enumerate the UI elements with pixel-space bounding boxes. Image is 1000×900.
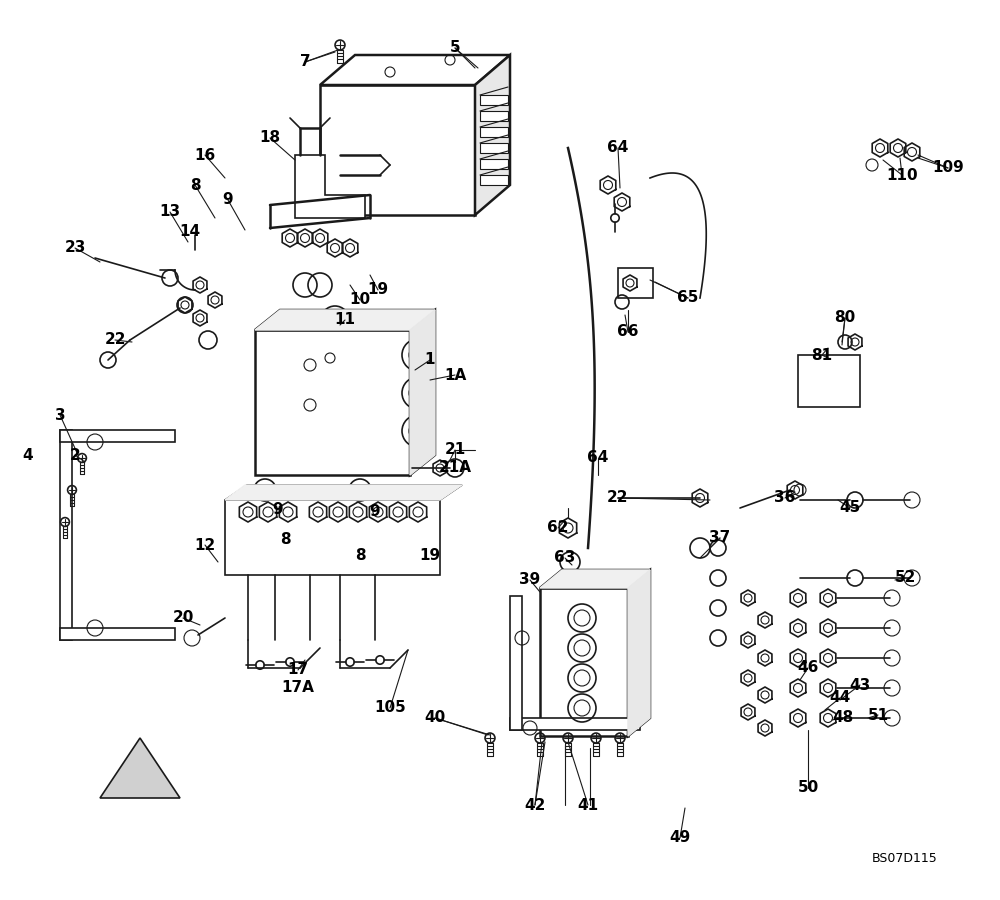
Text: 41: 41 [577, 797, 599, 813]
Text: 45: 45 [839, 500, 861, 516]
Bar [510, 718, 640, 730]
Text: 2: 2 [70, 447, 80, 463]
Bar [480, 143, 508, 153]
Polygon shape [225, 485, 462, 500]
Text: 44: 44 [829, 690, 851, 706]
Polygon shape [295, 195, 320, 215]
Bar [60, 628, 175, 640]
Text: 8: 8 [280, 533, 290, 547]
Polygon shape [255, 310, 435, 330]
Polygon shape [475, 55, 510, 215]
Bar [480, 95, 508, 105]
Text: 48: 48 [832, 710, 854, 725]
Text: 21A: 21A [438, 461, 472, 475]
Bar [510, 596, 522, 730]
Polygon shape [475, 55, 510, 215]
Text: 19: 19 [419, 547, 441, 562]
Bar [540, 588, 628, 736]
Polygon shape [540, 570, 650, 588]
Text: 66: 66 [617, 325, 639, 339]
Text: BS07D115: BS07D115 [872, 851, 938, 865]
Text: 23: 23 [64, 240, 86, 256]
Text: 40: 40 [424, 710, 446, 725]
Text: 9: 9 [223, 193, 233, 208]
Bar [618, 268, 653, 298]
Text: 5: 5 [450, 40, 460, 56]
Bar [320, 85, 475, 215]
Text: 22: 22 [607, 491, 629, 506]
Polygon shape [295, 155, 365, 218]
Text: 17: 17 [287, 662, 309, 678]
Polygon shape [410, 310, 435, 475]
Polygon shape [100, 738, 180, 798]
Text: 64: 64 [607, 140, 629, 156]
Bar [480, 159, 508, 169]
Bar [255, 330, 410, 475]
Text: 1: 1 [425, 353, 435, 367]
Text: 7: 7 [300, 55, 310, 69]
Polygon shape [628, 570, 650, 736]
Text: 62: 62 [547, 520, 569, 536]
Text: 12: 12 [194, 537, 216, 553]
Polygon shape [320, 55, 510, 85]
Text: 105: 105 [374, 700, 406, 716]
Text: 21: 21 [444, 443, 466, 457]
Text: 8: 8 [355, 547, 365, 562]
Text: 17A: 17A [282, 680, 314, 696]
Polygon shape [628, 570, 650, 736]
Text: 110: 110 [886, 167, 918, 183]
Text: 51: 51 [867, 707, 889, 723]
Bar [798, 355, 860, 407]
Text: 52: 52 [894, 571, 916, 586]
Text: 14: 14 [179, 224, 201, 239]
Text: 64: 64 [587, 451, 609, 465]
Text: 80: 80 [834, 310, 856, 326]
Polygon shape [540, 570, 650, 588]
Bar [480, 111, 508, 121]
Text: 1A: 1A [444, 367, 466, 382]
Bar [480, 127, 508, 137]
Text: 4: 4 [23, 447, 33, 463]
Text: 19: 19 [367, 283, 389, 298]
Text: 11: 11 [334, 312, 356, 328]
Text: 63: 63 [554, 551, 576, 565]
Polygon shape [410, 310, 435, 475]
Polygon shape [225, 485, 462, 500]
Text: 42: 42 [524, 797, 546, 813]
Text: 46: 46 [797, 661, 819, 676]
Text: 20: 20 [172, 610, 194, 626]
Text: 36: 36 [774, 491, 796, 506]
Text: 50: 50 [797, 780, 819, 796]
Text: 3: 3 [55, 408, 65, 422]
Bar [60, 430, 72, 640]
Text: 109: 109 [932, 160, 964, 176]
Text: 65: 65 [677, 291, 699, 305]
Bar [480, 175, 508, 185]
Bar [60, 430, 175, 442]
Text: 10: 10 [349, 292, 371, 308]
Text: 9: 9 [370, 505, 380, 519]
Text: 18: 18 [259, 130, 281, 146]
Text: 13: 13 [159, 204, 181, 220]
Text: 49: 49 [669, 831, 691, 845]
Text: 9: 9 [273, 502, 283, 518]
Polygon shape [255, 310, 435, 330]
Polygon shape [320, 55, 510, 85]
Text: 8: 8 [190, 177, 200, 193]
Text: 16: 16 [194, 148, 216, 163]
Text: 43: 43 [849, 678, 871, 692]
Text: 39: 39 [519, 572, 541, 588]
Bar [225, 500, 440, 575]
Text: 22: 22 [104, 332, 126, 347]
Text: 37: 37 [709, 530, 731, 545]
Text: 81: 81 [811, 347, 833, 363]
